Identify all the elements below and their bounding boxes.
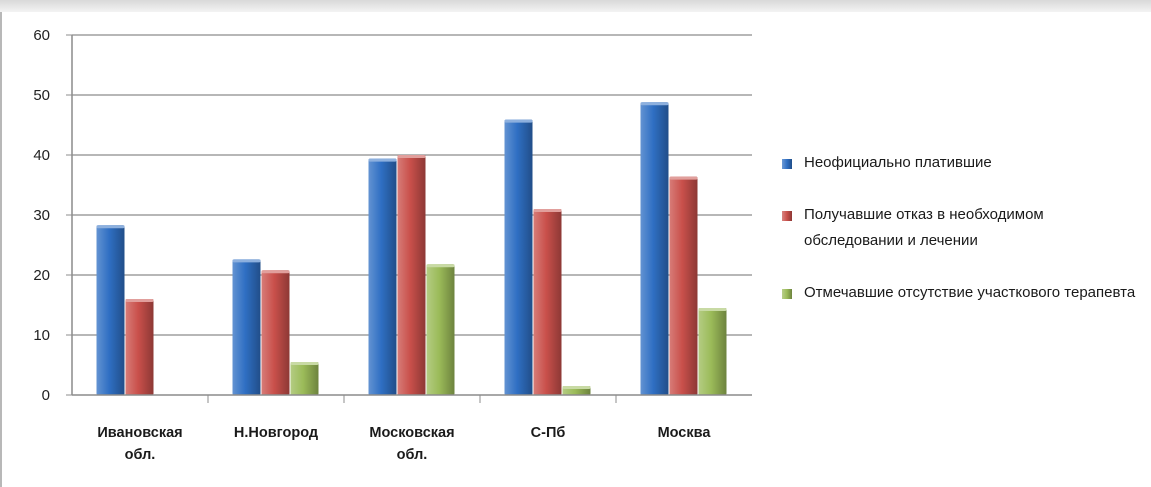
- bar-series-1-cat-3: [368, 158, 397, 395]
- x-axis-labels: Ивановская обл. Н.Новгород Московская обл. С-…: [97, 425, 711, 463]
- bar-series-2-cat-5: [669, 176, 698, 395]
- bar-series-2-cat-4: [533, 209, 562, 395]
- bar-top-highlight: [290, 362, 319, 365]
- axes: [71, 35, 752, 403]
- y-tick-label: 30: [33, 207, 50, 224]
- bar-top-highlight: [562, 386, 591, 389]
- bar-series-1-cat-1: [96, 225, 125, 395]
- bar-series-3-cat-2: [290, 362, 319, 395]
- y-tick-label: 0: [42, 387, 50, 404]
- bar-top-highlight: [426, 264, 455, 268]
- legend-label-series-3: Отмечавшие отсутствие участкового терапе…: [804, 284, 1136, 301]
- bars: [96, 102, 727, 395]
- y-tick-label: 50: [33, 87, 50, 104]
- x-tick-label: С-Пб: [531, 425, 566, 441]
- bar-series-3-cat-3: [426, 264, 455, 395]
- legend-item-series-3: Отмечавшие отсутствие участкового терапе…: [782, 280, 1147, 306]
- bar-top-highlight: [669, 176, 698, 180]
- bar-top-highlight: [397, 155, 426, 158]
- x-tick-label: Москва: [658, 425, 712, 441]
- bar-top-highlight: [368, 158, 397, 162]
- bar-series-2-cat-3: [397, 155, 426, 395]
- x-tick-label: Ивановская обл.: [97, 425, 182, 463]
- x-tick-label: Н.Новгород: [234, 425, 318, 441]
- legend-label-series-1: Неофициально платившие: [804, 154, 992, 171]
- bar-top-highlight: [640, 102, 669, 106]
- bar-top-highlight: [533, 209, 562, 212]
- bar-series-2-cat-2: [261, 270, 290, 395]
- legend-item-series-2: Получавшие отказ в необходимом обследова…: [782, 202, 1147, 254]
- bar-top-highlight: [125, 299, 154, 302]
- legend-swatch-series-1: [782, 159, 792, 169]
- bar-top-highlight: [698, 308, 727, 311]
- bar-top-highlight: [96, 225, 125, 229]
- y-axis-ticks: 0 10 20 30 40 50 60: [33, 27, 72, 404]
- y-tick-label: 60: [33, 27, 50, 44]
- bar-series-1-cat-4: [504, 119, 533, 395]
- y-tick-label: 20: [33, 267, 50, 284]
- bar-series-3-cat-5: [698, 308, 727, 395]
- bar-top-highlight: [261, 270, 290, 274]
- y-tick-label: 10: [33, 327, 50, 344]
- y-tick-label: 40: [33, 147, 50, 164]
- bar-top-highlight: [504, 119, 533, 123]
- legend-label-series-2: Получавшие отказ в необходимом обследова…: [804, 206, 1044, 249]
- bar-series-1-cat-5: [640, 102, 669, 395]
- x-tick-label: Московская обл.: [369, 425, 454, 463]
- bar-top-highlight: [232, 259, 261, 263]
- window-top-strip: [0, 0, 1151, 12]
- bar-series-2-cat-1: [125, 299, 154, 395]
- legend: Неофициально платившие Получавшие отказ …: [782, 150, 1147, 306]
- legend-swatch-series-3: [782, 289, 792, 299]
- bar-series-1-cat-2: [232, 259, 261, 395]
- legend-swatch-series-2: [782, 211, 792, 221]
- legend-item-series-1: Неофициально платившие: [782, 150, 1147, 176]
